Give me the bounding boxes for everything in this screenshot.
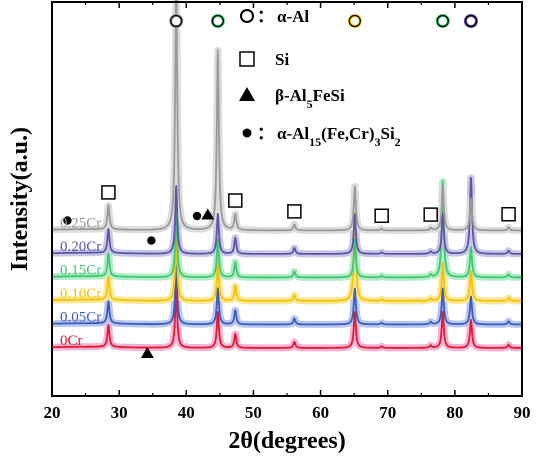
legend-label: α-Al — [277, 7, 309, 26]
x-tick-label: 60 — [312, 403, 329, 422]
series-line-0Cr — [52, 287, 522, 349]
svg-text:：: ： — [257, 7, 274, 26]
marker-circle-filled — [147, 236, 156, 245]
series-line-0.05Cr — [52, 263, 522, 326]
series-label: 0.05Cr — [60, 310, 101, 326]
x-tick-label: 50 — [245, 403, 262, 422]
legend-label: α-Al15(Fe,Cr)3Si2 — [277, 124, 401, 149]
y-axis-title: Intensity(a.u.) — [7, 127, 33, 271]
x-tick-label: 80 — [446, 403, 463, 422]
marker-square-open — [101, 185, 116, 200]
x-tick-label: 30 — [111, 403, 128, 422]
marker-square-open — [501, 206, 516, 222]
series-halo-0.20Cr — [52, 174, 522, 258]
legend-marker — [239, 51, 255, 67]
x-axis-title: 2θ(degrees) — [228, 428, 345, 454]
legend-label: Si — [275, 50, 289, 69]
marker-square-open — [287, 204, 302, 219]
series-label: 0.10Cr — [60, 286, 101, 302]
series-label: 0Cr — [60, 333, 83, 349]
series-halo-0.25Cr — [52, 0, 522, 234]
series-label: 0.20Cr — [60, 239, 101, 255]
marker-circle-filled — [63, 216, 72, 225]
x-tick-label: 90 — [514, 403, 531, 422]
series-line-0.10Cr — [52, 212, 522, 302]
marker-square-open — [374, 208, 389, 224]
series-line-0.20Cr — [52, 177, 522, 255]
marker-square-open — [228, 193, 243, 208]
legend-label: β-Al5FeSi — [275, 86, 345, 111]
svg-text:：: ： — [257, 124, 274, 143]
legend-marker — [242, 128, 252, 138]
marker-square-open — [423, 207, 438, 222]
x-tick-label: 70 — [379, 403, 396, 422]
legend-marker — [240, 9, 254, 23]
x-tick-label: 20 — [44, 403, 61, 422]
legend-marker — [239, 87, 255, 101]
marker-triangle-filled — [201, 208, 215, 220]
series-label: 0.15Cr — [60, 263, 101, 279]
series-label: 0.25Cr — [60, 216, 101, 232]
series-line-0.25Cr — [52, 0, 522, 232]
marker-triangle-filled — [140, 347, 154, 358]
marker-circle-filled — [192, 211, 202, 221]
x-tick-label: 40 — [178, 403, 195, 422]
